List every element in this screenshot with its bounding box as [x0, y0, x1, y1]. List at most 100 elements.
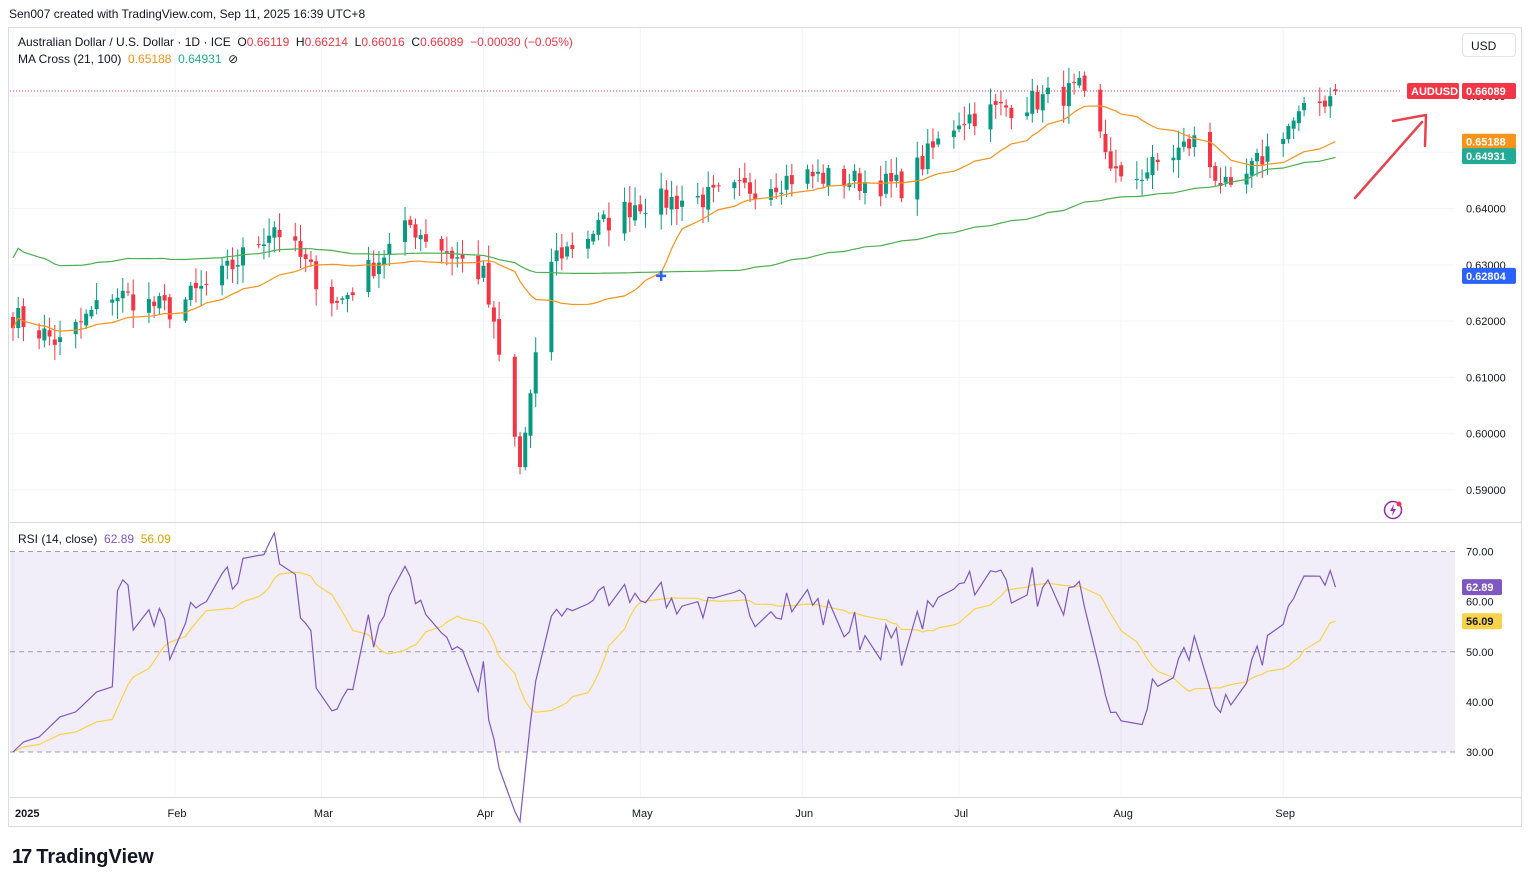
- candle-body: [439, 239, 444, 251]
- candle: [37, 323, 42, 350]
- candle: [779, 180, 784, 205]
- candle: [815, 159, 820, 183]
- candle-body: [125, 291, 130, 293]
- candle-body: [1066, 83, 1071, 107]
- candle-body: [240, 247, 245, 266]
- candle: [1119, 161, 1124, 182]
- last-price-tag: 0.66089: [1462, 82, 1516, 99]
- candle-body: [972, 113, 977, 127]
- candle: [11, 312, 15, 341]
- candle: [1265, 133, 1270, 175]
- candle-body: [1265, 146, 1270, 162]
- candle: [1035, 85, 1040, 113]
- candle-body: [1113, 166, 1118, 169]
- candle: [450, 246, 455, 276]
- candle-body: [1108, 151, 1113, 169]
- candle: [277, 213, 282, 253]
- candle: [695, 182, 700, 205]
- candle-body: [230, 259, 235, 270]
- candle-body: [366, 260, 371, 293]
- candle-body: [345, 294, 350, 300]
- candle: [585, 230, 590, 259]
- candle-body: [1333, 89, 1338, 91]
- candle: [73, 319, 78, 349]
- time-tick-label: Mar: [314, 808, 333, 820]
- candle-body: [643, 212, 648, 214]
- ma-fast-line: [12, 105, 1336, 332]
- candle-body: [183, 299, 188, 321]
- candle-body: [1119, 165, 1124, 177]
- candle-body: [314, 261, 319, 290]
- price-tick-label: 0.59000: [1466, 485, 1506, 497]
- candle: [951, 120, 956, 149]
- candle: [444, 236, 449, 266]
- candle: [1181, 127, 1186, 152]
- candle: [1030, 78, 1035, 123]
- candle-body: [89, 309, 94, 317]
- rsi-label[interactable]: RSI (14, close): [18, 532, 98, 546]
- candle-body: [1077, 77, 1082, 86]
- candle-body: [444, 251, 449, 253]
- candle-body: [418, 235, 423, 240]
- ma-fast-value: 0.65188: [128, 52, 172, 66]
- candle-body: [523, 432, 528, 468]
- rsi-ma-tag-bg: [1462, 613, 1502, 630]
- candle: [261, 228, 266, 260]
- candle-body: [1328, 96, 1333, 107]
- candle: [42, 314, 47, 348]
- symbol-title[interactable]: Australian Dollar / U.S. Dollar · 1D · I…: [18, 35, 231, 49]
- candle: [878, 165, 883, 207]
- candle-body: [716, 185, 721, 187]
- tradingview-logo[interactable]: 17 TradingView: [12, 846, 154, 869]
- candle-body: [695, 196, 700, 198]
- candle-body: [199, 285, 204, 289]
- candle: [272, 221, 277, 253]
- candle-body: [805, 169, 810, 184]
- trend-arrow: [1353, 113, 1428, 200]
- candle-body: [596, 220, 601, 235]
- ma-slow-tag: 0.64931: [1462, 148, 1516, 165]
- currency-button[interactable]: USD: [1462, 33, 1516, 57]
- ma-cross-marker: [656, 270, 667, 281]
- candle-body: [826, 168, 831, 187]
- candle-body: [481, 265, 486, 278]
- price-candles: [11, 67, 1338, 475]
- candle: [1045, 76, 1050, 104]
- candle: [460, 240, 465, 273]
- low-label: L: [354, 35, 362, 49]
- candle: [1009, 105, 1014, 130]
- candle: [225, 249, 230, 280]
- candle: [711, 175, 716, 203]
- candle-body: [491, 307, 496, 322]
- candle: [638, 195, 643, 215]
- candle: [742, 162, 747, 189]
- candle: [1317, 87, 1322, 117]
- ma-label[interactable]: MA Cross (21, 100): [18, 52, 122, 66]
- price-tick-label: 0.62000: [1466, 316, 1506, 328]
- candle-body: [779, 192, 784, 194]
- candle: [596, 212, 601, 241]
- candle-body: [1208, 132, 1213, 168]
- candle-body: [633, 205, 638, 221]
- candle-body: [84, 313, 89, 326]
- candle: [789, 163, 794, 197]
- candle: [930, 128, 935, 159]
- candle-body: [957, 125, 962, 130]
- candle-body: [261, 244, 266, 246]
- candle: [408, 215, 413, 229]
- candle: [706, 171, 711, 223]
- candle: [303, 247, 308, 273]
- time-tick-label: Apr: [477, 808, 494, 820]
- candle: [199, 270, 204, 307]
- candle: [366, 246, 371, 298]
- candle-body: [1291, 120, 1296, 129]
- candle: [345, 292, 350, 313]
- flash-icon[interactable]: [1383, 500, 1403, 520]
- candle: [1281, 132, 1286, 157]
- candle: [120, 277, 125, 313]
- hidden-eye-icon[interactable]: ⊘: [228, 52, 239, 66]
- candle-body: [591, 233, 596, 242]
- candle-body: [1098, 89, 1103, 132]
- candle: [94, 283, 99, 315]
